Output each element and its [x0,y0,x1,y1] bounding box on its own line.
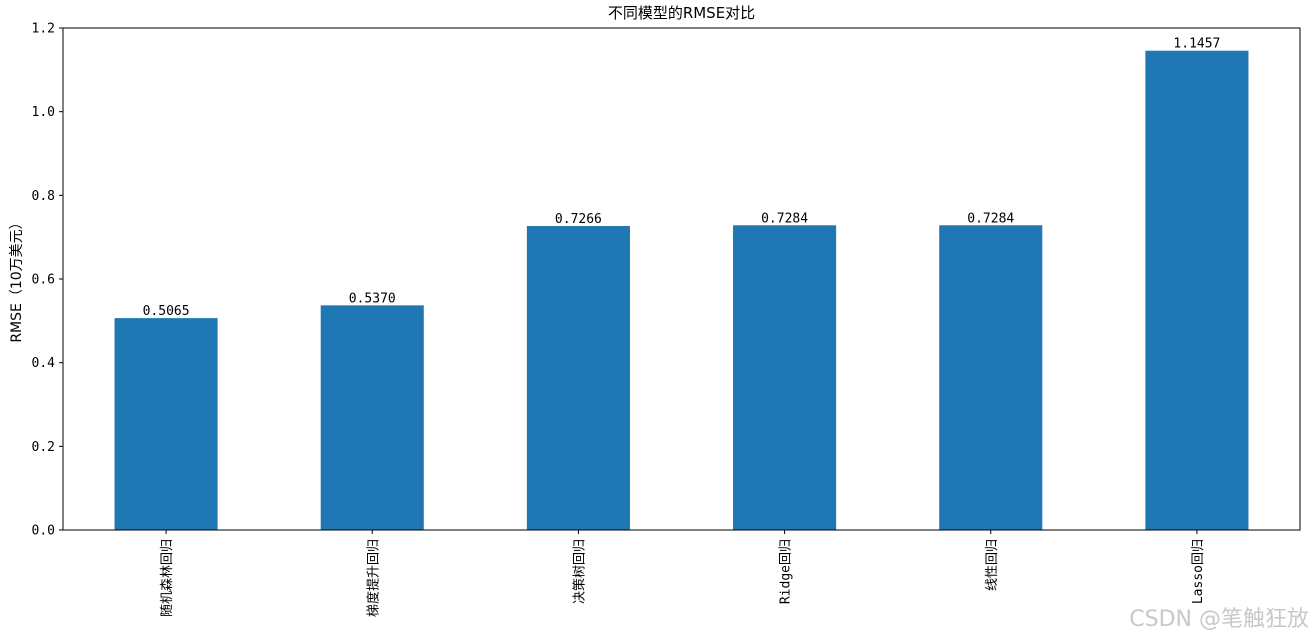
value-labels-group: 0.5065 0.5370 0.7266 0.7284 0.7284 1.1457 [143,37,1221,319]
y-axis-label: RMSE（10万美元） [9,215,25,342]
bar [320,305,424,530]
bars-group [114,50,1249,530]
bar-value-label: 0.7266 [555,212,602,227]
x-tick-label: Lasso回归 [1191,539,1206,604]
bar [1145,50,1249,530]
bar-value-label: 1.1457 [1173,37,1220,52]
x-axis-ticks: 随机森林回归 梯度提升回归 决策树回归 Ridge回归 线性回归 Lasso回归 [160,530,1206,617]
y-tick-label: 1.2 [32,22,55,37]
bar-value-label: 0.5370 [349,291,396,306]
y-tick-label: 0.4 [32,356,56,371]
bar [114,318,218,530]
x-tick-label: 决策树回归 [571,539,587,604]
bar-value-label: 0.7284 [967,211,1014,226]
bar [733,225,837,530]
watermark: CSDN @笔触狂放 [1129,607,1309,632]
y-tick-label: 1.0 [32,105,55,120]
bar-value-label: 0.5065 [143,304,190,319]
y-tick-label: 0.6 [32,273,55,288]
bar [939,225,1043,530]
x-tick-label: 随机森林回归 [160,539,175,617]
bar [526,226,630,530]
chart-title: 不同模型的RMSE对比 [608,4,755,22]
plot-frame [62,27,1301,531]
x-tick-label: 梯度提升回归 [365,539,381,617]
y-axis-label-group: RMSE（10万美元） [9,215,25,342]
x-tick-label: Ridge回归 [779,539,794,604]
x-tick-label: 线性回归 [985,539,1000,591]
y-tick-label: 0.0 [32,524,55,539]
bar-value-label: 0.7284 [761,211,808,226]
y-axis-ticks: 0.0 0.2 0.4 0.6 0.8 1.0 1.2 [32,22,63,539]
y-tick-label: 0.8 [32,189,55,204]
y-tick-label: 0.2 [32,440,55,455]
